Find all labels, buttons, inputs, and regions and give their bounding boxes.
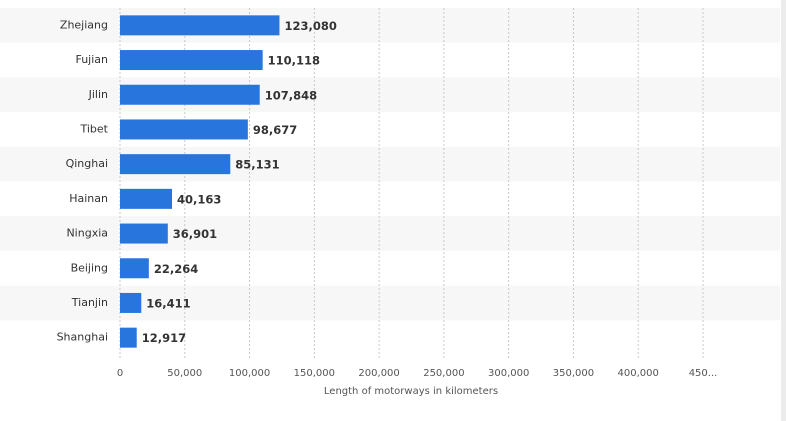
x-axis-label: Length of motorways in kilometers [324,386,498,397]
bar [120,15,280,36]
value-label: 123,080 [284,19,336,33]
y-tick-label: Tianjin [71,296,108,309]
value-label: 107,848 [265,88,317,102]
value-label: 85,131 [235,158,279,172]
row-band [0,216,780,251]
y-tick-label: Zhejiang [60,18,108,31]
value-label: 16,411 [146,296,190,310]
y-tick-label: Qinghai [66,157,108,170]
row-band [0,77,780,113]
x-tick-label: 350,000 [553,368,594,379]
x-tick-label: 250,000 [423,368,464,379]
x-tick-label: 0 [117,368,123,379]
value-label: 36,901 [173,227,217,241]
row-band [0,146,780,182]
value-label: 40,163 [177,192,221,206]
bar [120,84,260,105]
bar [120,154,231,175]
bar [120,50,263,71]
x-tick-label: 100,000 [229,368,270,379]
y-tick-label: Tibet [80,122,109,135]
row-band [0,8,780,43]
y-tick-label: Fujian [75,53,108,66]
x-tick-label: 400,000 [618,368,659,379]
y-tick-label: Jilin [88,88,108,101]
value-label: 12,917 [142,331,186,345]
row-bands [0,8,780,321]
value-label: 98,677 [253,123,297,137]
value-label: 22,264 [154,262,198,276]
row-band [0,285,780,321]
y-tick-label: Beijing [71,261,108,274]
x-tick-label: 150,000 [294,368,335,379]
x-tick-label: 200,000 [358,368,399,379]
scroll-edge [781,0,786,421]
value-label: 110,118 [268,54,320,68]
y-tick-label: Ningxia [66,227,108,240]
bar [120,188,173,209]
x-tick-label: 300,000 [488,368,529,379]
x-tick-label: 50,000 [167,368,202,379]
y-tick-label: Hainan [69,192,108,205]
bar [120,292,142,313]
bar [120,223,168,244]
bar [120,258,149,279]
y-tick-label: Shanghai [57,331,108,344]
bar [120,119,248,140]
bar [120,327,137,348]
x-tick-label: 450... [689,368,718,379]
